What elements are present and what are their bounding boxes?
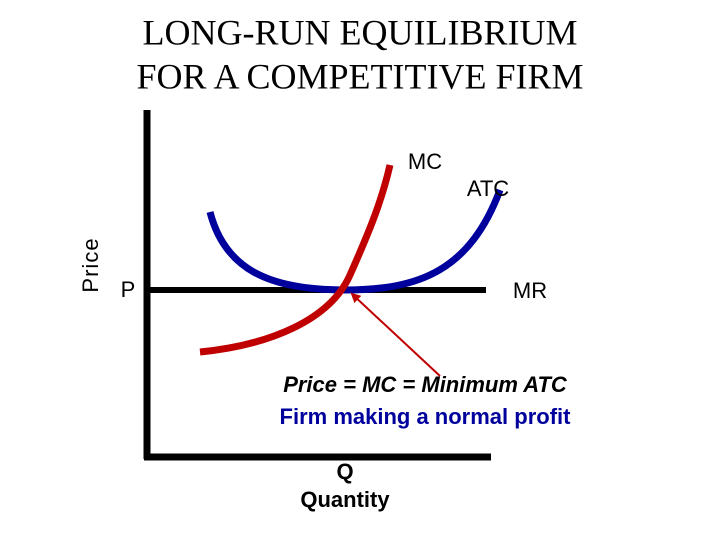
- mr-label: MR: [513, 278, 547, 303]
- mc-curve: [199, 164, 394, 356]
- title-line: FOR A COMPETITIVE FIRM: [136, 56, 583, 96]
- annotation: Firm making a normal profit: [280, 404, 572, 429]
- atc-label: ATC: [467, 176, 509, 201]
- atc-curve: [206, 188, 504, 294]
- price-label: P: [121, 277, 136, 302]
- title-line: LONG-RUN EQUILIBRIUM: [143, 12, 578, 52]
- arrow: [350, 292, 441, 377]
- x-axis-label: Quantity: [300, 487, 390, 512]
- mc-label: MC: [408, 149, 442, 174]
- x-axis-label: Q: [336, 459, 353, 484]
- y-axis-label: Price: [78, 237, 103, 292]
- annotation: Price = MC = Minimum ATC: [283, 372, 568, 397]
